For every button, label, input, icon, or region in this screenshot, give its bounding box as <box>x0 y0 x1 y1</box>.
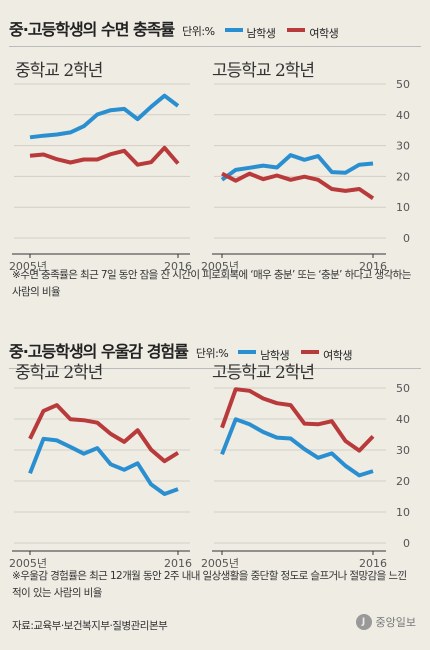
legend-swatch-female <box>301 350 320 354</box>
series-line-female <box>221 171 375 200</box>
x-tick-label: 2016 <box>164 557 192 570</box>
section-title: 중·고등학생의 수면 충족률 <box>9 20 175 39</box>
legend-item-male: 남학생 <box>224 25 276 41</box>
legend-item-female: 여학생 <box>301 347 353 363</box>
y-tick-label: 0 <box>403 232 410 245</box>
source-credit: 자료:교육부·보건복지부·질병관리본부 <box>12 620 168 632</box>
series-line-female <box>220 387 375 453</box>
y-tick-label: 10 <box>396 506 410 519</box>
section-header: 중·고등학생의 우울감 경험률 단위:% 남학생 여학생 <box>9 338 421 362</box>
y-tick-label: 20 <box>396 170 410 183</box>
x-tick-label: 2005년 <box>201 260 239 273</box>
chart-title: 중학교 2학년 <box>15 363 102 383</box>
section-header: 중·고등학생의 수면 충족률 단위:% 남학생 여학생 <box>9 16 421 40</box>
legend-label-female: 여학생 <box>309 27 339 40</box>
series-line-female <box>29 145 180 167</box>
header-divider <box>9 46 421 47</box>
legend: 남학생 여학생 <box>238 347 364 363</box>
section-title: 중·고등학생의 우울감 경험률 <box>9 342 189 361</box>
unit-label: 단위:% <box>182 25 215 38</box>
legend: 남학생 여학생 <box>224 25 351 41</box>
legend-item-female: 여학생 <box>287 25 339 41</box>
y-tick-label: 30 <box>396 140 410 153</box>
unit-label: 단위:% <box>195 347 229 360</box>
series-line-female <box>28 403 180 464</box>
x-tick-label: 2016 <box>164 260 192 273</box>
legend-swatch-male <box>238 350 257 354</box>
y-tick-label: 30 <box>396 444 410 457</box>
series-line-male <box>220 417 374 478</box>
chart-title: 중학교 2학년 <box>15 61 102 81</box>
x-tick-label: 2005년 <box>9 260 47 273</box>
series-line-male <box>220 153 374 182</box>
series-line-male <box>28 436 179 496</box>
y-tick-label: 40 <box>396 109 410 122</box>
legend-label-male: 남학생 <box>260 349 290 362</box>
publisher-logo: J 중앙일보 <box>355 614 416 630</box>
x-tick-label: 2016 <box>359 557 387 570</box>
y-tick-label: 40 <box>396 413 410 426</box>
y-tick-label: 50 <box>396 382 410 395</box>
legend-label-female: 여학생 <box>323 349 353 362</box>
logo-mark-icon: J <box>355 614 372 630</box>
chart-title: 고등학교 2학년 <box>212 363 314 383</box>
y-tick-label: 10 <box>396 201 410 214</box>
legend-swatch-male <box>224 28 243 32</box>
legend-item-male: 남학생 <box>238 347 290 363</box>
y-tick-label: 20 <box>396 475 410 488</box>
legend-swatch-female <box>287 28 306 32</box>
x-tick-label: 2005년 <box>9 557 47 570</box>
logo-text: 중앙일보 <box>375 616 416 629</box>
y-tick-label: 0 <box>403 537 410 550</box>
footnote: ※수면 충족률은 최근 7일 동안 잠을 잔 시간이 피로회복에 ‘매우 충분’… <box>12 269 411 298</box>
x-tick-label: 2005년 <box>201 557 239 570</box>
footnote: ※우울감 경험률은 최근 12개월 동안 2주 내내 일상생활을 중단할 정도로… <box>12 570 407 599</box>
header-divider <box>9 368 421 369</box>
series-line-male <box>29 93 180 140</box>
chart-title: 고등학교 2학년 <box>212 61 314 81</box>
x-tick-label: 2016 <box>359 260 387 273</box>
y-tick-label: 50 <box>396 78 410 91</box>
legend-label-male: 남학생 <box>246 27 276 40</box>
